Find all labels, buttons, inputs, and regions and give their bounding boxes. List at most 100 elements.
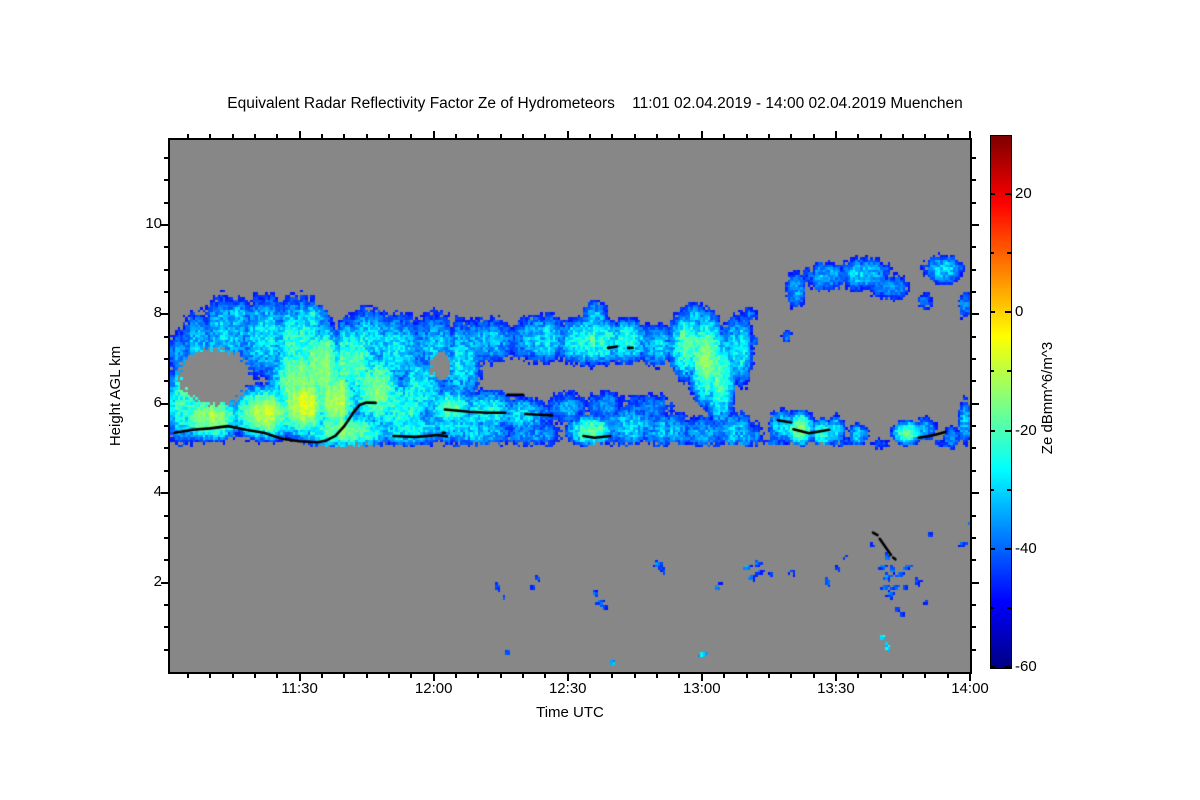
x-minor-tick	[231, 134, 234, 138]
x-minor-tick	[879, 134, 882, 138]
colorbar-minor-tick	[991, 370, 994, 373]
colorbar-tick-label: -60	[1015, 658, 1037, 675]
x-minor-tick	[477, 134, 480, 138]
x-minor-tick	[522, 674, 525, 678]
colorbar-minor-tick	[1007, 488, 1011, 491]
y-minor-tick	[972, 648, 976, 651]
radar-heatmap-canvas	[170, 140, 970, 672]
x-minor-tick	[209, 674, 212, 678]
x-minor-tick	[745, 674, 748, 678]
y-minor-tick	[972, 380, 976, 383]
x-minor-tick	[633, 674, 636, 678]
x-minor-tick	[253, 134, 256, 138]
y-major-tick	[972, 223, 979, 226]
colorbar-major-tick	[991, 547, 995, 550]
y-minor-tick	[164, 246, 168, 249]
x-tick-label: 13:30	[817, 680, 855, 697]
x-minor-tick	[410, 134, 413, 138]
y-minor-tick	[972, 201, 976, 204]
x-minor-tick	[320, 674, 323, 678]
x-minor-tick	[499, 134, 502, 138]
y-minor-tick	[972, 268, 976, 271]
x-major-tick	[566, 131, 569, 138]
x-minor-tick	[387, 674, 390, 678]
x-major-tick	[969, 674, 971, 681]
y-minor-tick	[164, 469, 168, 472]
y-minor-tick	[972, 514, 976, 517]
y-minor-tick	[164, 156, 168, 159]
colorbar-minor-tick	[1007, 606, 1011, 609]
x-minor-tick	[186, 674, 189, 678]
x-minor-tick	[343, 134, 346, 138]
x-minor-tick	[812, 134, 815, 138]
x-minor-tick	[790, 674, 793, 678]
y-minor-tick	[164, 179, 168, 182]
colorbar-minor-tick	[1007, 252, 1011, 255]
y-major-tick	[161, 492, 168, 495]
colorbar-major-tick	[991, 193, 995, 196]
y-tick-label: 2	[153, 572, 162, 590]
y-minor-tick	[164, 648, 168, 651]
colorbar-minor-tick	[991, 606, 994, 609]
x-minor-tick	[276, 674, 279, 678]
x-minor-tick	[790, 134, 793, 138]
y-minor-tick	[164, 358, 168, 361]
y-minor-tick	[164, 626, 168, 629]
y-minor-tick	[972, 425, 976, 428]
x-minor-tick	[857, 674, 860, 678]
y-major-tick	[972, 402, 979, 405]
x-minor-tick	[723, 674, 726, 678]
y-minor-tick	[972, 291, 976, 293]
x-minor-tick	[455, 674, 458, 678]
x-minor-tick	[678, 134, 681, 138]
x-minor-tick	[186, 134, 189, 138]
x-axis-label: Time UTC	[536, 704, 604, 721]
x-minor-tick	[924, 134, 927, 138]
colorbar-major-tick	[1005, 547, 1011, 550]
x-major-tick	[834, 674, 837, 681]
y-tick-label: 4	[153, 483, 162, 501]
x-minor-tick	[522, 134, 525, 138]
x-minor-tick	[901, 134, 904, 138]
y-major-tick	[972, 492, 979, 495]
x-major-tick	[432, 131, 435, 138]
y-minor-tick	[972, 179, 976, 182]
y-minor-tick	[972, 603, 976, 606]
x-minor-tick	[812, 674, 815, 678]
x-minor-tick	[946, 674, 949, 678]
x-minor-tick	[320, 134, 323, 138]
colorbar-minor-tick	[991, 252, 994, 255]
x-minor-tick	[276, 134, 279, 138]
x-minor-tick	[656, 134, 659, 138]
y-minor-tick	[164, 514, 168, 517]
y-minor-tick	[972, 156, 976, 159]
y-minor-tick	[972, 559, 976, 562]
x-minor-tick	[343, 674, 346, 678]
x-minor-tick	[946, 134, 949, 138]
y-major-tick	[161, 402, 168, 405]
colorbar-gradient	[990, 135, 1012, 669]
x-minor-tick	[544, 674, 547, 678]
y-minor-tick	[164, 201, 168, 204]
x-major-tick	[298, 674, 301, 681]
x-minor-tick	[611, 134, 614, 138]
y-minor-tick	[164, 335, 168, 338]
plot-area	[168, 138, 972, 674]
x-minor-tick	[589, 674, 592, 678]
x-major-tick	[700, 131, 703, 138]
y-minor-tick	[164, 536, 168, 539]
colorbar-tick-label: -20	[1015, 421, 1037, 439]
colorbar-major-tick	[1005, 193, 1011, 196]
y-major-tick	[161, 223, 168, 226]
y-major-tick	[161, 581, 168, 584]
x-major-tick	[700, 674, 703, 681]
colorbar-label: Ze dBmm^6/m^3	[1039, 341, 1056, 455]
x-minor-tick	[611, 674, 614, 678]
x-major-tick	[834, 131, 837, 138]
x-minor-tick	[879, 674, 882, 678]
colorbar-major-tick	[1005, 666, 1011, 668]
y-minor-tick	[972, 469, 976, 472]
y-tick-label: 6	[153, 393, 162, 411]
x-minor-tick	[633, 134, 636, 138]
x-minor-tick	[589, 134, 592, 138]
